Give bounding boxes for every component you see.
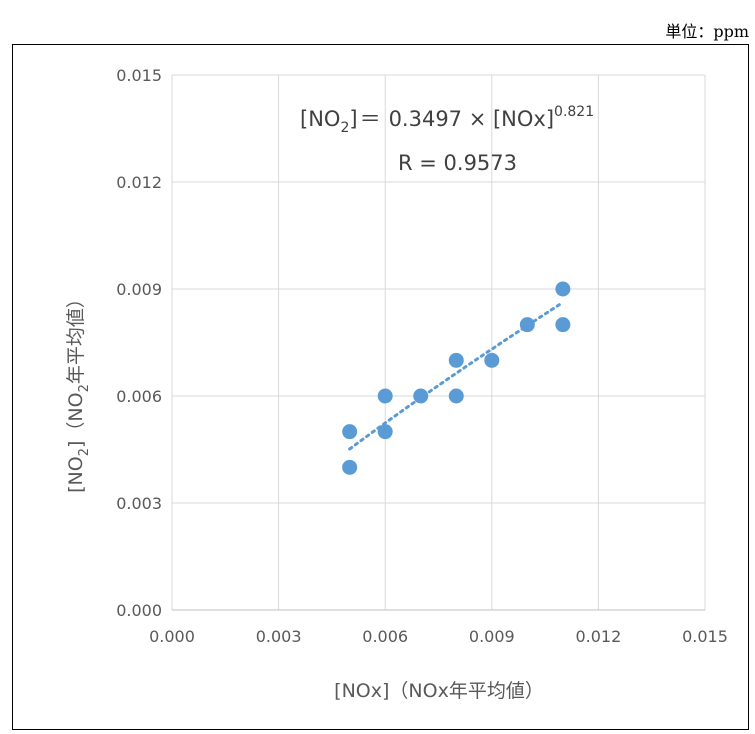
grid-lines xyxy=(171,74,706,611)
equation-label: [NO2]＝ 0.3497 × [NOx]0.821 xyxy=(300,104,594,136)
x-tick-label: 0.009 xyxy=(469,627,515,646)
r-value-label: R = 0.9573 xyxy=(398,151,517,175)
ylabel-sub2: 2 xyxy=(77,384,92,392)
data-point xyxy=(342,459,358,475)
x-tick-label: 0.000 xyxy=(149,627,195,646)
y-tick-label: 0.015 xyxy=(116,66,162,85)
unit-label: 単位：ppm xyxy=(665,22,749,41)
data-point xyxy=(555,317,571,333)
data-point xyxy=(555,281,571,297)
eq-lhs-sub: 2 xyxy=(340,120,349,136)
eq-rhs: 0.3497 × [NOx] xyxy=(389,107,554,131)
data-point xyxy=(377,388,393,404)
data-point xyxy=(448,352,464,368)
y-tick-label: 0.009 xyxy=(116,280,162,299)
x-tick-label: 0.015 xyxy=(682,627,728,646)
x-tick-label: 0.003 xyxy=(256,627,302,646)
eq-lhs-pre: [NO xyxy=(300,107,340,131)
eq-exponent: 0.821 xyxy=(554,104,594,120)
y-tick-labels: 0.000 0.003 0.006 0.009 0.012 0.015 xyxy=(116,66,162,620)
eq-lhs-post: ] xyxy=(349,107,357,131)
x-tick-label: 0.006 xyxy=(362,627,408,646)
y-tick-label: 0.003 xyxy=(116,494,162,513)
data-point xyxy=(519,317,535,333)
eq-equals: ＝ xyxy=(360,107,381,131)
ylabel-post2: 年平均値） xyxy=(65,289,87,384)
x-tick-labels: 0.000 0.003 0.006 0.009 0.012 0.015 xyxy=(149,627,728,646)
x-tick-label: 0.012 xyxy=(575,627,621,646)
data-point xyxy=(484,352,500,368)
y-axis-label: [NO2]（NO2年平均値） xyxy=(65,289,92,493)
ylabel-pre: [NO xyxy=(65,456,87,493)
ylabel-post: ]（NO xyxy=(65,392,87,448)
chart-frame xyxy=(12,44,749,730)
ylabel-sub: 2 xyxy=(77,448,92,456)
data-point xyxy=(448,388,464,404)
data-point xyxy=(377,424,393,440)
y-tick-label: 0.006 xyxy=(116,387,162,406)
x-axis-label: [NOx]（NOx年平均値） xyxy=(334,680,544,702)
data-point xyxy=(342,424,358,440)
data-points xyxy=(342,281,571,475)
data-point xyxy=(413,388,429,404)
y-tick-label: 0.000 xyxy=(116,601,162,620)
y-tick-label: 0.012 xyxy=(116,173,162,192)
